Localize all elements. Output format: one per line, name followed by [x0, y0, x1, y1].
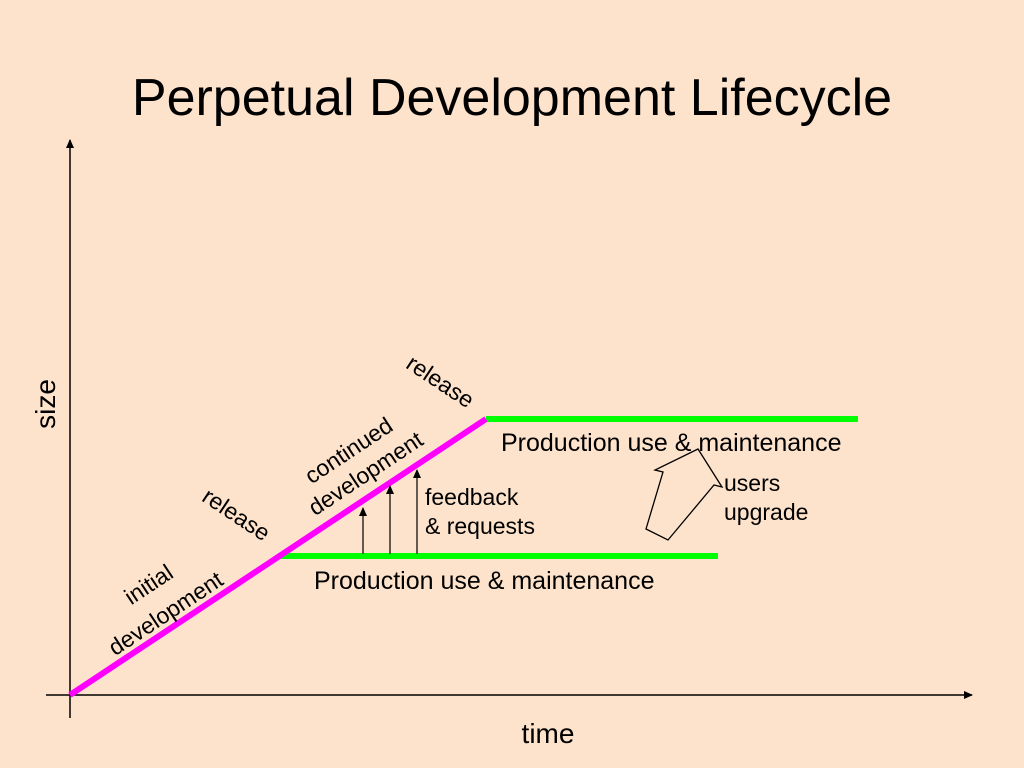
upgrade-label-line1: users — [724, 470, 780, 496]
upgrade-label-line2: upgrade — [724, 499, 808, 525]
upgrade-arrow — [645, 448, 724, 541]
y-axis-label: size — [30, 379, 61, 429]
feedback-label-line2: & requests — [425, 513, 535, 539]
x-axis-label: time — [522, 718, 575, 749]
production-label-upper: Production use & maintenance — [501, 429, 842, 457]
release-label-first: release — [198, 483, 275, 546]
feedback-label-line1: feedback — [425, 484, 519, 510]
page-title: Perpetual Development Lifecycle — [131, 69, 893, 127]
release-label-second: release — [402, 350, 479, 413]
production-label-lower: Production use & maintenance — [314, 567, 655, 595]
development-line — [68, 416, 488, 698]
